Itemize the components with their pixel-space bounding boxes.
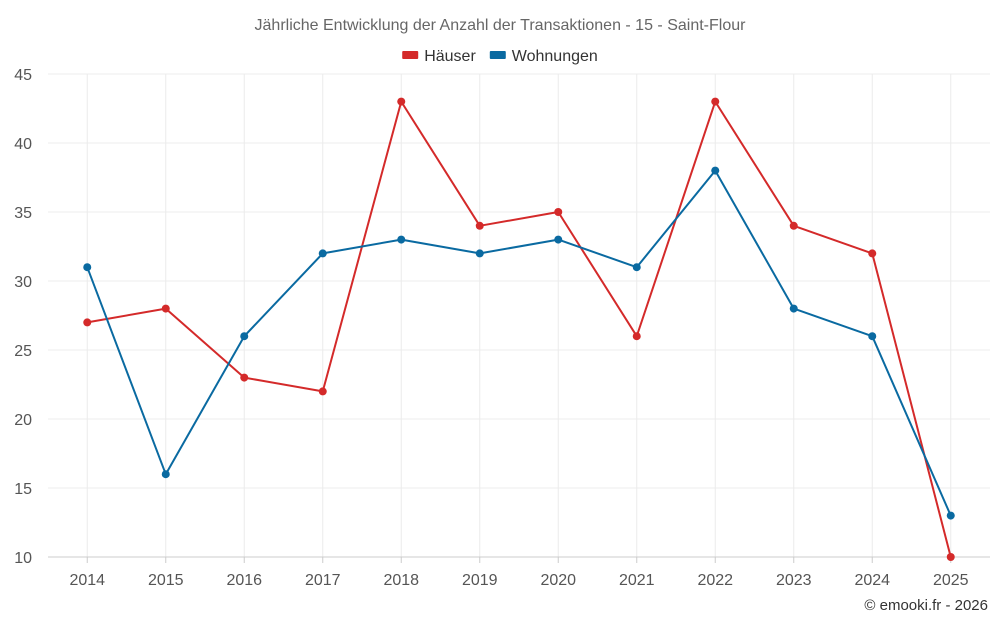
data-point-wohnungen-2023[interactable] xyxy=(789,304,798,313)
y-axis: 10 15 20 25 30 35 40 45 xyxy=(14,67,32,567)
data-point-h-user-2025[interactable] xyxy=(946,553,955,561)
gridlines xyxy=(48,73,990,558)
data-point-h-user-2020[interactable] xyxy=(554,208,563,216)
x-tick-label-2014: 2014 xyxy=(69,572,105,589)
legend-swatch-h-user xyxy=(402,51,419,59)
data-point-wohnungen-2024[interactable] xyxy=(868,332,877,341)
legend-label-h-user: Häuser xyxy=(424,48,476,65)
series-line-wohnungen xyxy=(86,169,952,517)
data-point-h-user-2017[interactable] xyxy=(318,387,327,396)
x-axis: 2014 2015 2016 2017 2018 2019 2020 2021 2022 2023… xyxy=(48,556,990,589)
x-tick-label-2018: 2018 xyxy=(383,572,419,589)
y-tick-label-20: 20 xyxy=(14,412,32,429)
data-point-h-user-2015[interactable] xyxy=(161,304,170,313)
x-tick-label-2025: 2025 xyxy=(933,572,969,589)
y-tick-label-10: 10 xyxy=(14,550,32,567)
legend[interactable]: Häuser Wohnungen xyxy=(402,48,598,65)
legend-label-wohnungen: Wohnungen xyxy=(512,48,598,65)
data-point-h-user-2014[interactable] xyxy=(83,318,92,327)
data-point-wohnungen-2022[interactable] xyxy=(711,166,720,175)
x-tick-label-2021: 2021 xyxy=(619,572,655,589)
x-tick-label-2023: 2023 xyxy=(776,572,812,589)
data-point-h-user-2023[interactable] xyxy=(789,221,798,230)
data-point-wohnungen-2014[interactable] xyxy=(83,263,92,272)
y-tick-label-30: 30 xyxy=(14,274,32,291)
chart-title: Jährliche Entwicklung der Anzahl der Tra… xyxy=(255,17,747,34)
data-point-h-user-2016[interactable] xyxy=(240,373,249,382)
x-tick-label-2017: 2017 xyxy=(305,572,341,589)
legend-swatch-wohnungen xyxy=(489,51,506,59)
y-tick-label-40: 40 xyxy=(14,136,32,153)
data-point-h-user-2024[interactable] xyxy=(868,249,877,258)
plot-area xyxy=(83,97,955,561)
data-point-wohnungen-2015[interactable] xyxy=(161,470,170,479)
data-point-h-user-2018[interactable] xyxy=(397,97,406,106)
data-point-wohnungen-2017[interactable] xyxy=(318,249,327,258)
legend-item-h-user[interactable]: Häuser xyxy=(402,48,476,65)
data-point-wohnungen-2016[interactable] xyxy=(240,332,249,341)
legend-item-wohnungen[interactable]: Wohnungen xyxy=(489,48,598,65)
data-point-wohnungen-2021[interactable] xyxy=(632,263,641,272)
data-point-h-user-2021[interactable] xyxy=(632,332,641,341)
y-tick-label-25: 25 xyxy=(14,343,32,360)
data-point-wohnungen-2019[interactable] xyxy=(475,249,484,258)
x-tick-label-2019: 2019 xyxy=(462,572,498,589)
data-point-wohnungen-2025[interactable] xyxy=(946,511,955,520)
y-tick-label-45: 45 xyxy=(14,67,32,84)
y-tick-label-15: 15 xyxy=(14,481,32,498)
series-line-h-user xyxy=(87,100,952,558)
data-point-wohnungen-2018[interactable] xyxy=(397,235,406,244)
credit-text: © emooki.fr - 2026 xyxy=(864,597,988,614)
x-tick-label-2022: 2022 xyxy=(697,572,733,589)
x-tick-label-2016: 2016 xyxy=(226,572,262,589)
x-tick-label-2015: 2015 xyxy=(148,572,184,589)
data-point-h-user-2019[interactable] xyxy=(475,221,484,230)
data-point-wohnungen-2020[interactable] xyxy=(554,235,563,244)
data-point-h-user-2022[interactable] xyxy=(711,97,720,106)
x-tick-label-2020: 2020 xyxy=(540,572,576,589)
x-tick-label-2024: 2024 xyxy=(854,572,890,589)
y-tick-label-35: 35 xyxy=(14,205,32,222)
